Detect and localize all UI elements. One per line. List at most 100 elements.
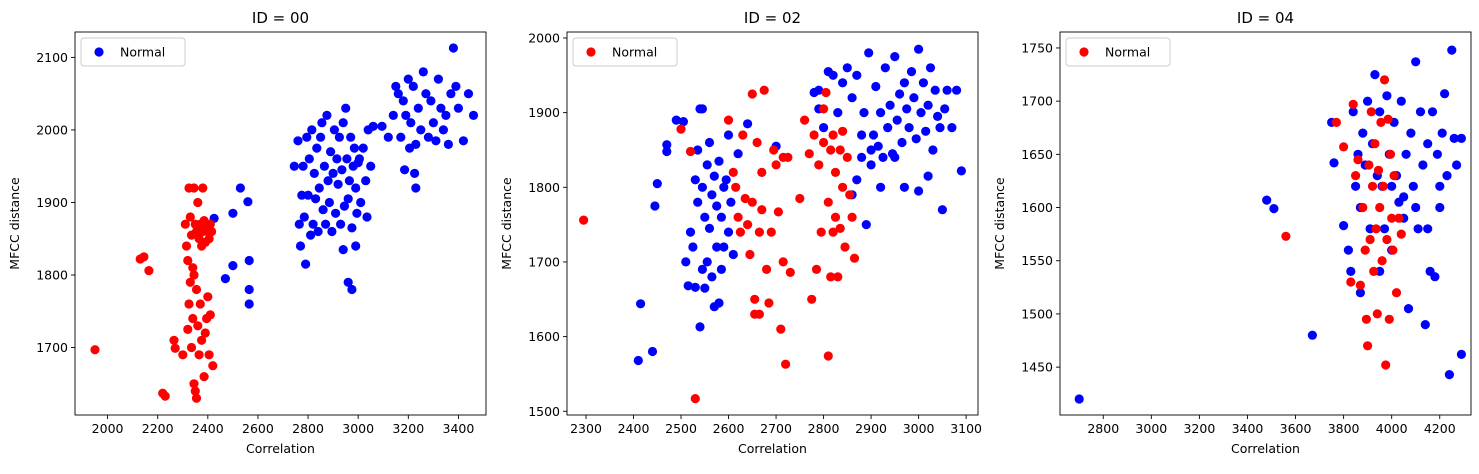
data-point (750, 294, 760, 304)
data-point (203, 292, 213, 302)
data-point (833, 108, 843, 118)
data-point (388, 110, 398, 120)
data-point (880, 63, 890, 73)
x-tick-label: 2800 (1087, 421, 1119, 436)
data-point (195, 299, 205, 309)
data-point (180, 219, 190, 229)
data-point (700, 212, 710, 222)
data-point (189, 270, 199, 280)
x-tick-label: 2600 (713, 421, 745, 436)
data-point (1435, 181, 1445, 191)
data-point (333, 179, 343, 189)
data-point (636, 299, 646, 309)
data-point (707, 272, 717, 282)
data-point (861, 220, 871, 230)
x-tick-label: 4200 (1424, 421, 1456, 436)
y-tick-label: 2000 (528, 30, 560, 45)
data-point (328, 168, 338, 178)
data-point (188, 263, 198, 273)
data-point (712, 242, 722, 252)
data-point (356, 197, 366, 208)
y-tick-label: 1600 (1021, 200, 1053, 215)
x-tick-label: 3800 (1328, 421, 1360, 436)
data-point (883, 123, 893, 133)
data-point (1370, 70, 1380, 80)
data-point (406, 118, 416, 128)
data-point (431, 136, 441, 146)
data-point (185, 212, 195, 222)
y-tick-label: 1800 (36, 268, 68, 283)
data-point (343, 194, 353, 204)
data-point (1366, 107, 1376, 117)
data-point (828, 70, 838, 80)
data-point (1379, 224, 1390, 234)
x-tick-label: 3000 (1135, 421, 1167, 436)
data-point (423, 132, 433, 142)
data-point (833, 272, 843, 282)
data-point (1440, 89, 1450, 99)
data-point (1371, 224, 1381, 234)
data-point (685, 227, 696, 237)
data-point (1430, 272, 1440, 282)
data-point (341, 103, 351, 113)
data-point (1351, 181, 1361, 191)
data-point (413, 103, 423, 113)
data-point (311, 194, 321, 204)
data-point (892, 115, 902, 125)
data-point (940, 104, 950, 114)
data-point (336, 219, 346, 229)
x-tick-label: 3600 (1280, 421, 1312, 436)
data-point (743, 220, 753, 230)
plot-frame (74, 31, 487, 416)
data-point (702, 160, 712, 170)
data-point (193, 197, 203, 208)
data-point (1343, 245, 1353, 255)
data-point (170, 343, 180, 353)
data-point (1370, 139, 1380, 149)
data-point (1364, 160, 1374, 170)
data-point (719, 242, 729, 252)
data-point (690, 394, 700, 404)
series-normal-points (90, 183, 218, 403)
data-point (785, 267, 795, 277)
data-point (816, 227, 826, 237)
data-point (346, 132, 356, 142)
data-point (747, 89, 757, 99)
data-point (185, 277, 195, 287)
data-point (1394, 213, 1404, 223)
x-tick-label: 2400 (192, 421, 224, 436)
data-point (697, 182, 708, 192)
legend: Normal (1065, 37, 1171, 67)
data-point (1449, 133, 1459, 143)
data-point (757, 205, 767, 215)
data-point (819, 104, 829, 114)
data-point (220, 274, 230, 284)
data-point (914, 44, 924, 54)
series-unlabeled-points (1074, 45, 1466, 404)
data-point (762, 264, 772, 274)
data-point (693, 197, 703, 207)
data-point (731, 182, 741, 192)
x-axis-label: Correlation (1231, 441, 1300, 456)
data-point (1375, 202, 1385, 213)
data-point (759, 85, 769, 95)
data-point (401, 110, 411, 120)
data-point (871, 81, 881, 92)
legend-marker (94, 47, 104, 57)
data-point (1401, 149, 1411, 159)
data-point (709, 171, 719, 181)
data-point (1432, 149, 1442, 159)
data-point (921, 126, 931, 136)
y-axis-label: MFCC distance (7, 177, 22, 270)
y-tick-label: 1450 (1021, 360, 1053, 375)
data-point (1396, 96, 1406, 106)
data-point (857, 152, 867, 162)
data-point (928, 145, 938, 155)
data-point (403, 74, 413, 84)
data-point (849, 253, 860, 263)
data-point (299, 212, 309, 222)
data-point (1348, 107, 1358, 117)
data-point (773, 207, 784, 217)
data-point (723, 130, 734, 140)
data-point (338, 245, 348, 255)
